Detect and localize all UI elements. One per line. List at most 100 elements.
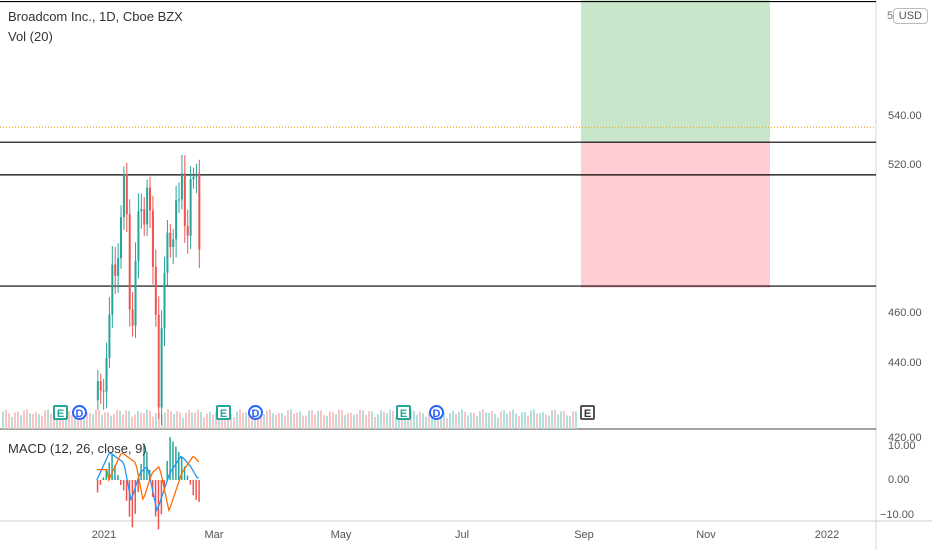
volume-bar — [299, 411, 301, 429]
candle-body — [157, 314, 160, 408]
candle-body — [183, 173, 186, 227]
macd-histogram-bar — [120, 480, 122, 486]
volume-bar — [248, 410, 250, 429]
volume-bar — [266, 410, 268, 429]
volume-bar — [533, 409, 535, 429]
volume-bar — [317, 410, 319, 429]
volume-bar — [386, 413, 388, 429]
volume-bar — [23, 410, 25, 429]
volume-bar — [344, 415, 346, 429]
dividend-marker[interactable]: D — [248, 405, 263, 420]
volume-bar — [281, 412, 283, 429]
dividend-marker[interactable]: D — [429, 405, 444, 420]
macd-histogram-bar — [166, 460, 168, 480]
volume-bar — [134, 414, 136, 429]
macd-histogram-bar — [192, 480, 195, 496]
volume-bar — [335, 414, 337, 429]
volume-bar — [35, 412, 37, 429]
volume-bar — [560, 411, 562, 429]
price-tick-440: 440.00 — [888, 357, 922, 369]
volume-bar — [251, 413, 253, 429]
volume-bar — [575, 411, 577, 429]
volume-bar — [176, 410, 178, 429]
volume-bar — [5, 409, 7, 429]
macd-histogram-bar — [105, 469, 108, 480]
volume-bar — [149, 410, 151, 429]
candle-body — [114, 264, 117, 276]
volume-bar — [275, 415, 277, 429]
volume-bar — [524, 412, 526, 429]
volume-bar — [572, 411, 574, 429]
macd-histogram-bar — [178, 451, 180, 480]
volume-bar — [296, 412, 298, 429]
candle-body — [166, 232, 169, 273]
macd-histogram-bar — [154, 480, 157, 517]
volume-bar — [173, 414, 175, 429]
volume-bar — [107, 412, 109, 429]
volume-bar — [542, 412, 544, 429]
volume-indicator-label[interactable]: Vol (20) — [8, 29, 53, 44]
upcoming-earnings-marker[interactable]: E — [580, 405, 595, 420]
volume-bar — [395, 416, 397, 429]
dividend-marker[interactable]: D — [72, 405, 87, 420]
volume-bar — [569, 415, 571, 429]
volume-bar — [554, 409, 556, 429]
volume-bar — [431, 409, 433, 429]
volume-bar — [179, 412, 181, 429]
volume-bar — [359, 409, 361, 429]
volume-bar — [17, 411, 19, 429]
candle-body — [146, 187, 149, 225]
macd-indicator-label[interactable]: MACD (12, 26, close, 9) — [8, 441, 147, 456]
volume-bar — [125, 410, 127, 429]
candle-body — [134, 260, 137, 326]
earnings-marker[interactable]: E — [396, 405, 411, 420]
volume-bar — [356, 413, 358, 429]
volume-bar — [47, 409, 49, 429]
candle-body — [117, 258, 120, 276]
volume-bar — [362, 410, 364, 429]
volume-bar — [113, 414, 115, 429]
candle-body — [192, 176, 195, 180]
candle-body — [122, 174, 125, 218]
price-tick-540: 540.00 — [888, 110, 922, 122]
volume-bar — [83, 414, 85, 429]
macd-histogram-bar — [189, 480, 192, 485]
x-tick-2021: 2021 — [91, 529, 117, 541]
position-stop-zone — [581, 142, 770, 288]
volume-bar — [41, 415, 43, 429]
price-tick-420: 420.00 — [888, 432, 922, 444]
volume-bar — [137, 410, 139, 429]
x-tick-sep: Sep — [574, 529, 594, 541]
volume-bar — [95, 409, 97, 429]
volume-bar — [482, 409, 484, 429]
price-tag: 485.98 — [883, 264, 917, 276]
volume-bar — [128, 411, 130, 429]
volume-bar — [479, 411, 481, 429]
currency-button[interactable]: USD — [892, 8, 928, 24]
volume-bar — [242, 412, 244, 429]
macd-histogram-bar — [99, 480, 102, 485]
volume-bar — [515, 413, 517, 429]
volume-bar — [329, 411, 331, 429]
volume-bar — [8, 413, 10, 429]
candle-body — [149, 187, 152, 211]
x-tick-nov: Nov — [696, 529, 716, 541]
volume-bar — [257, 411, 259, 429]
chart-title: Broadcom Inc., 1D, Cboe BZX — [8, 9, 183, 24]
macd-histogram-bar — [198, 480, 200, 502]
volume-bar — [269, 409, 271, 429]
volume-bar — [509, 411, 511, 429]
earnings-marker[interactable]: E — [53, 405, 68, 420]
volume-bar — [326, 415, 328, 429]
volume-bar — [497, 417, 499, 429]
volume-bar — [200, 411, 202, 429]
volume-bar — [314, 414, 316, 429]
candle-body — [189, 179, 192, 236]
macd-histogram-bar — [143, 443, 145, 480]
earnings-marker[interactable]: E — [216, 405, 231, 420]
current-price-tag: 498.89 — [883, 209, 917, 221]
macd-histogram-bar — [128, 480, 131, 517]
volume-bar — [545, 414, 547, 429]
x-tick-2022: 2022 — [814, 529, 840, 541]
